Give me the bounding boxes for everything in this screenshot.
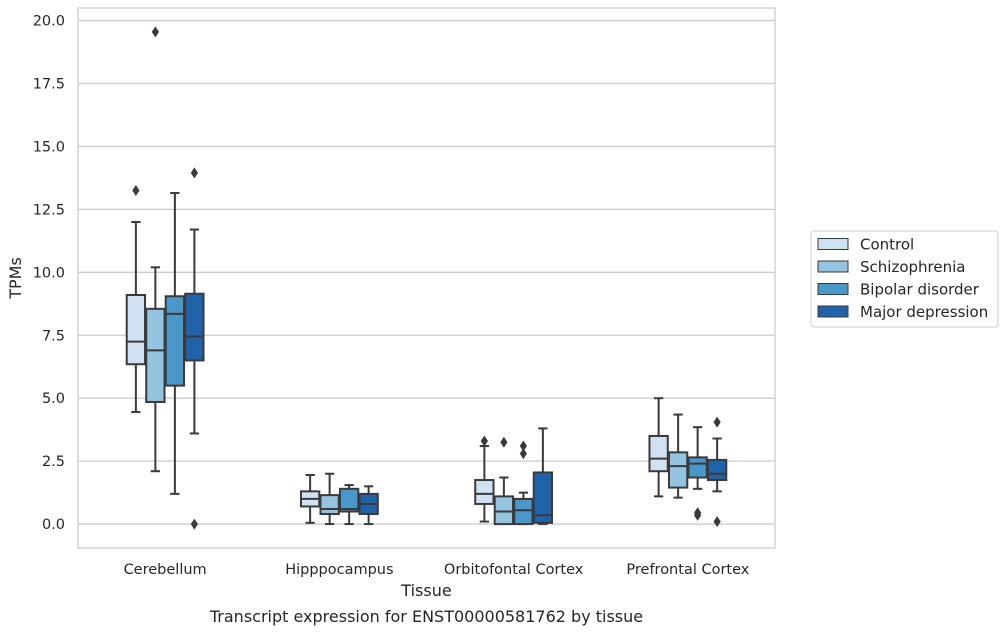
- box-group: [299, 473, 321, 524]
- outlier-point: [132, 185, 140, 197]
- grid-lines: [78, 19, 775, 525]
- y-tick-label: 15.0: [33, 139, 65, 155]
- box: [145, 307, 166, 403]
- legend-label: Major depression: [860, 303, 988, 321]
- y-axis-ticks: 0.0 2.5 5.0 7.5 10.0 12.5 15.0 17.5 20.0: [33, 14, 65, 533]
- box-group: [319, 472, 340, 526]
- outlier-point: [713, 516, 721, 528]
- plot-frame: [77, 7, 776, 549]
- outlier-point: [190, 518, 198, 530]
- box-group: [358, 485, 379, 526]
- x-tick-label: Orbitofontal Cortex: [444, 562, 584, 578]
- box: [513, 497, 534, 526]
- legend-swatch: [817, 238, 849, 250]
- x-axis-ticks: Cerebellum Hipppocampus Orbitofontal Corte…: [124, 562, 750, 578]
- outlier-point: [500, 436, 508, 448]
- box-group: [687, 426, 708, 521]
- box: [319, 494, 340, 516]
- y-tick-label: 5.0: [42, 391, 65, 407]
- x-tick-label: Hipppocampus: [285, 562, 393, 578]
- outlier-point: [713, 416, 721, 428]
- box: [125, 293, 147, 366]
- y-tick-label: 0.0: [42, 517, 65, 533]
- outlier-point: [694, 509, 702, 521]
- box: [184, 292, 205, 362]
- y-axis-label: TPMs: [6, 257, 25, 300]
- box-group: [667, 413, 689, 499]
- box-group: [145, 26, 166, 473]
- x-tick-label: Prefrontal Cortex: [626, 562, 749, 578]
- box-group: [493, 436, 515, 526]
- outlier-point: [519, 448, 527, 460]
- legend: Control Schizophrenia Bipolar disorder Majo…: [810, 230, 999, 328]
- box-group: [706, 416, 728, 528]
- outlier-point: [480, 435, 488, 447]
- y-tick-label: 10.0: [33, 265, 65, 281]
- legend-swatch: [817, 283, 849, 295]
- box-group: [338, 484, 360, 526]
- y-tick-label: 20.0: [33, 14, 65, 30]
- box-group: [125, 185, 147, 414]
- box: [648, 434, 669, 473]
- y-tick-label: 7.5: [42, 328, 65, 344]
- box-group: [513, 440, 534, 526]
- legend-swatch: [817, 305, 849, 318]
- box-group: [648, 397, 669, 498]
- x-tick-label: Cerebellum: [124, 562, 207, 578]
- box: [474, 479, 495, 505]
- box-group: [532, 427, 554, 526]
- box: [667, 451, 689, 489]
- y-tick-label: 2.5: [42, 454, 65, 470]
- legend-frame: [810, 230, 999, 328]
- x-axis-label: Tissue: [400, 581, 451, 600]
- legend-label: Schizophrenia: [860, 258, 965, 276]
- outlier-point: [151, 26, 159, 38]
- box-group: [474, 435, 495, 523]
- box: [164, 295, 186, 387]
- box-group: [164, 192, 186, 495]
- outlier-point: [519, 440, 527, 452]
- box-series: [125, 26, 728, 530]
- y-tick-label: 12.5: [33, 202, 65, 218]
- box: [493, 495, 515, 526]
- outlier-point: [190, 167, 198, 179]
- legend-swatch: [817, 260, 849, 273]
- y-tick-label: 17.5: [33, 77, 65, 93]
- box-group: [184, 167, 205, 530]
- box: [706, 458, 728, 482]
- legend-label: Control: [860, 236, 914, 254]
- box: [687, 456, 708, 479]
- legend-label: Bipolar disorder: [860, 281, 980, 299]
- box: [338, 487, 360, 513]
- chart-title: Transcript expression for ENST0000058176…: [209, 607, 643, 626]
- box: [532, 471, 554, 524]
